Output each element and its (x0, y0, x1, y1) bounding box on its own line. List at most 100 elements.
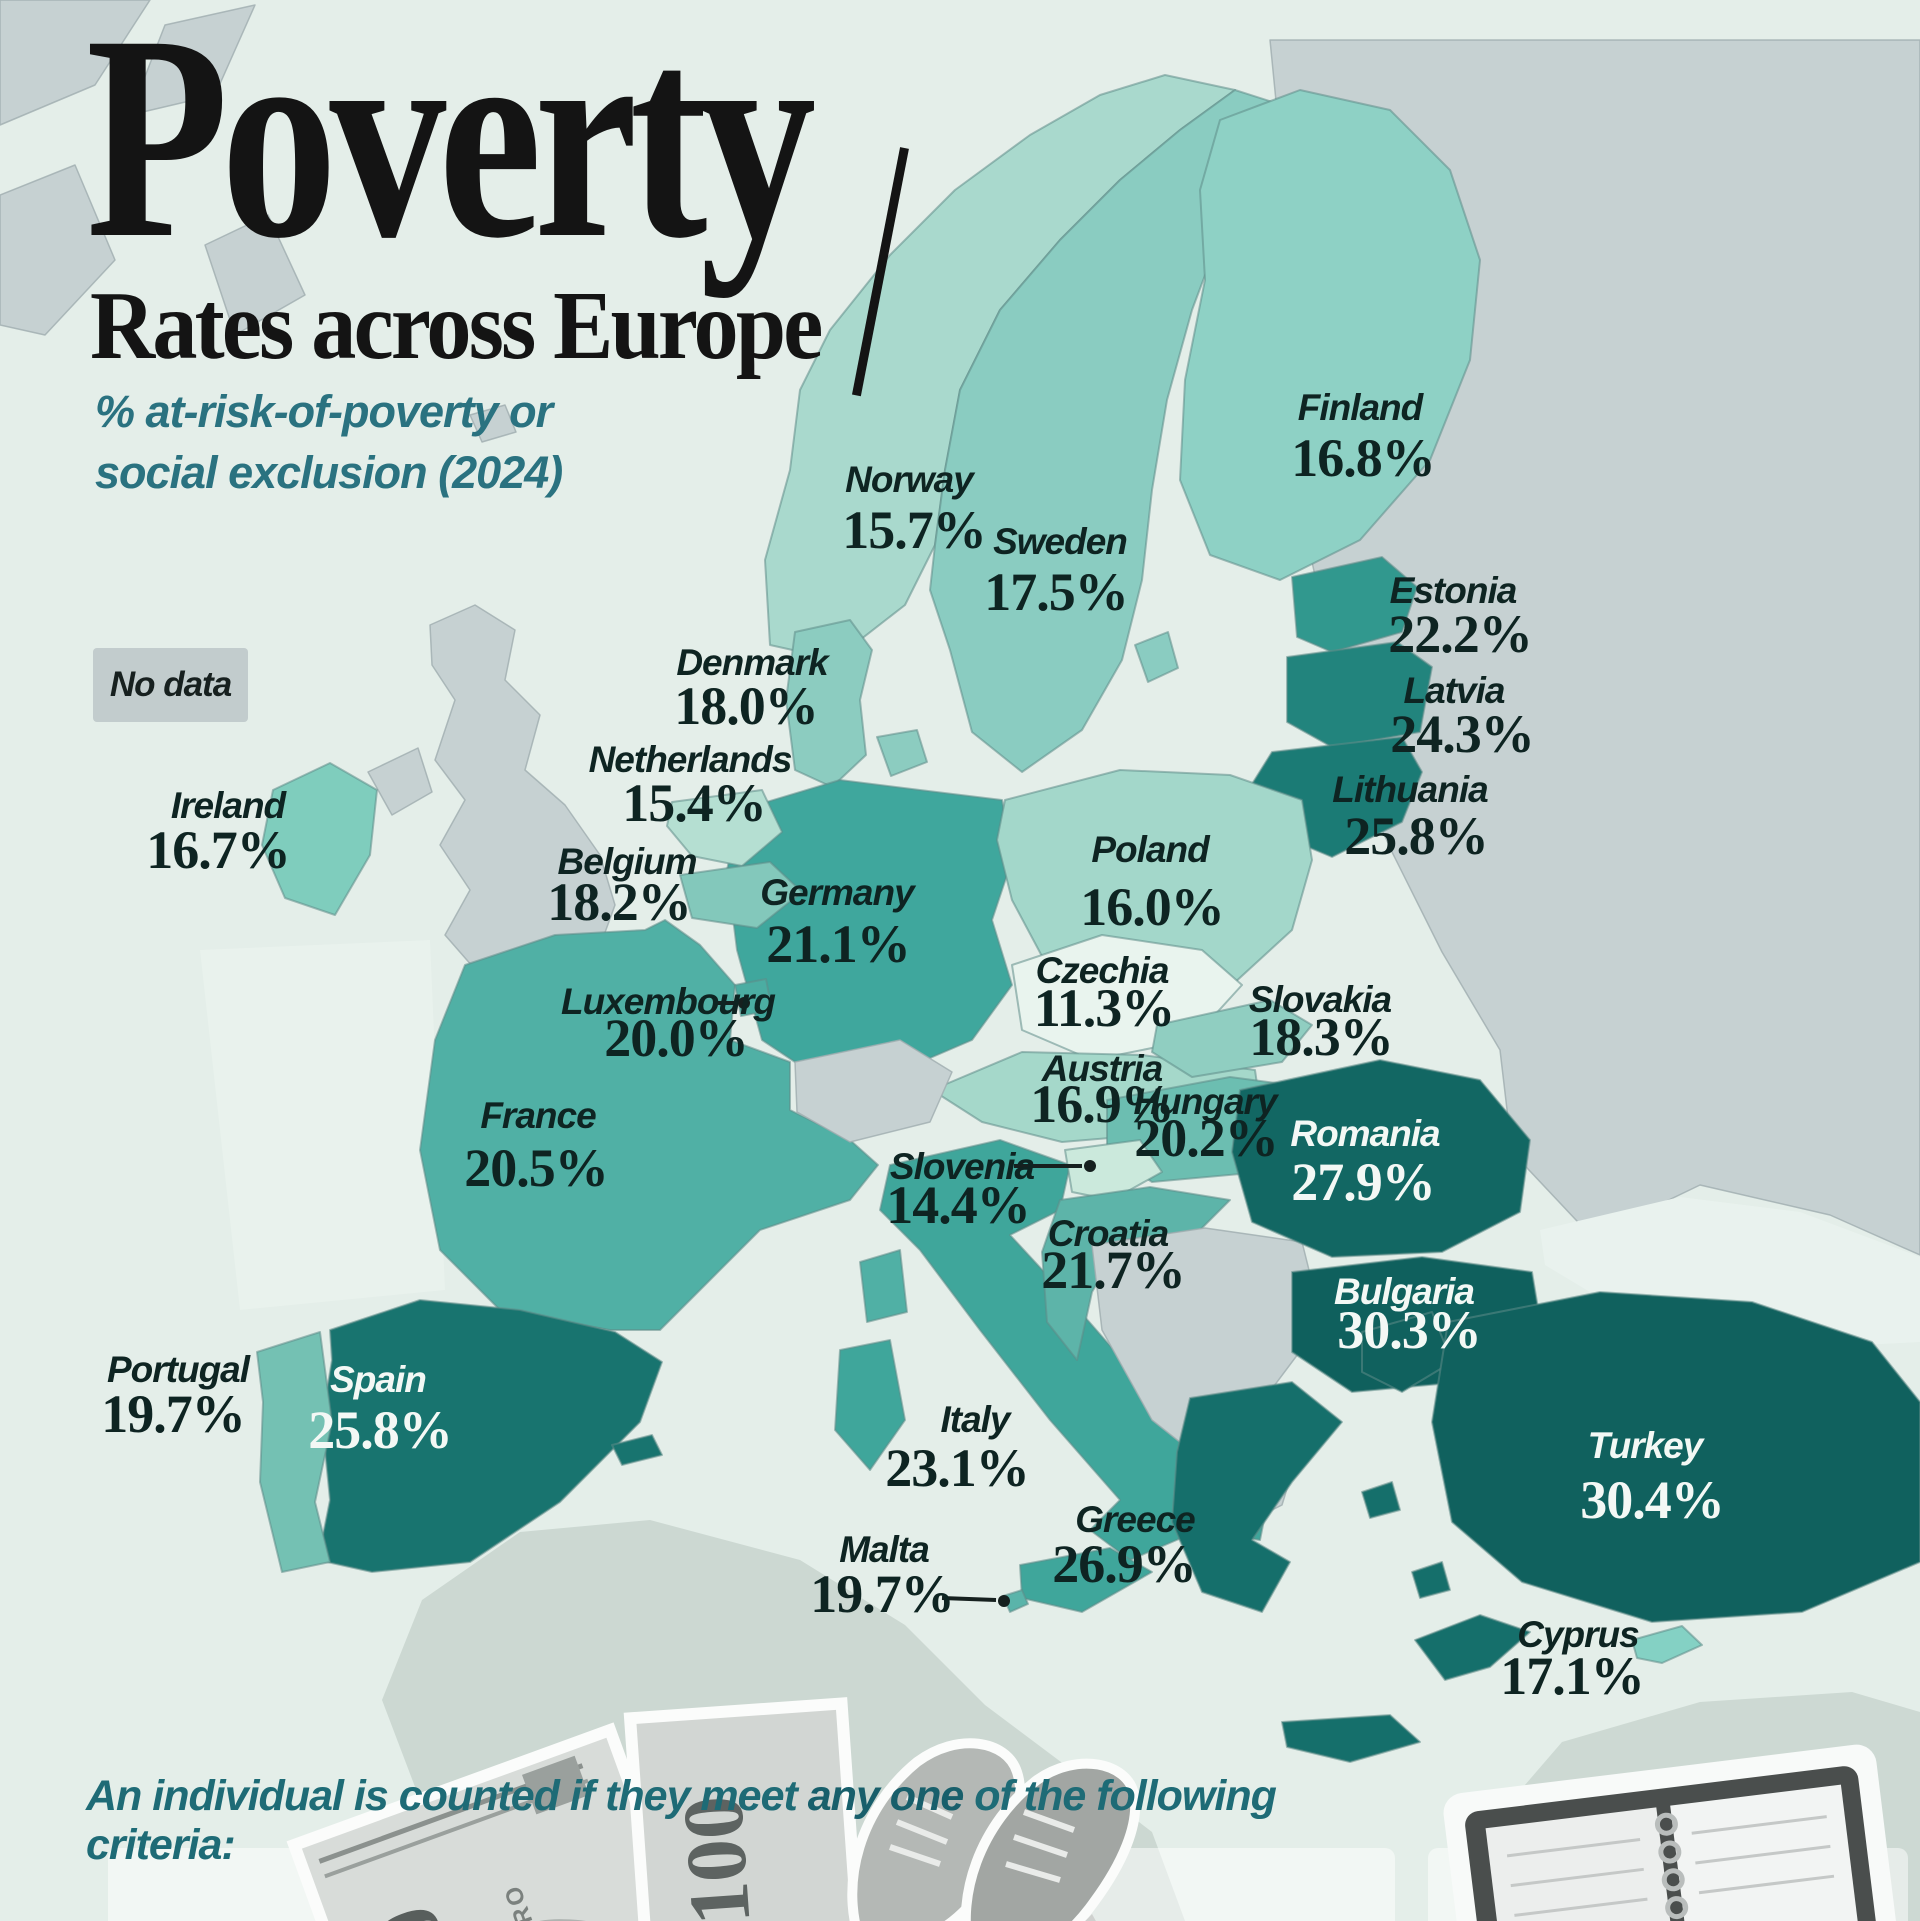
svg-text:20.5%: 20.5% (464, 1138, 608, 1198)
faroe-islands (469, 404, 517, 443)
svg-text:18.2%: 18.2% (547, 872, 691, 932)
country-label-netherlands: Netherlands 15.4% (589, 739, 793, 833)
country-shape-slovenia (1064, 1139, 1163, 1201)
country-shape-latvia (1286, 641, 1433, 748)
euro-banknote-photo: 100 100 EURO (286, 1697, 864, 1921)
country-shape-denmark (785, 619, 873, 788)
country-label-hungary: Hungary 20.2% (1133, 1081, 1281, 1168)
svg-text:Greece: Greece (1075, 1499, 1195, 1540)
svg-text:Luxembourg: Luxembourg (561, 981, 775, 1022)
country-label-romania: Romania 27.9% (1290, 1113, 1441, 1212)
svg-text:Germany: Germany (760, 872, 917, 913)
svg-text:Estonia: Estonia (1390, 570, 1517, 611)
criteria-suffix: of the following criteria: (86, 1772, 1277, 1869)
svg-text:Croatia: Croatia (1048, 1213, 1169, 1254)
country-label-ireland: Ireland 16.7% (146, 785, 291, 880)
notebook-page-lines (1506, 1815, 1835, 1917)
denmark-islands (876, 729, 928, 777)
country-label-slovakia: Slovakia 18.3% (1249, 979, 1394, 1067)
land-decor-nw2 (129, 4, 256, 116)
country-label-poland: Poland 16.0% (1080, 829, 1225, 937)
gotland-island (1134, 631, 1179, 683)
country-label-slovenia: Slovenia 14.4% (886, 1146, 1035, 1235)
svg-text:Slovakia: Slovakia (1249, 979, 1392, 1020)
land-decor-nw3 (0, 164, 116, 336)
country-label-spain: Spain 25.8% (308, 1359, 453, 1460)
country-shape-romania (1231, 1059, 1531, 1258)
criteria-prefix: An individual is counted if they meet (86, 1772, 808, 1820)
malta-callout-line (941, 1596, 997, 1602)
black-sea (1540, 1197, 1920, 1347)
country-label-bulgaria: Bulgaria 30.3% (1334, 1271, 1482, 1360)
country-shape-germany (726, 779, 1013, 1081)
svg-text:27.9%: 27.9% (1291, 1152, 1435, 1212)
banknote-right-half (623, 1697, 864, 1921)
svg-text:Austria: Austria (1041, 1048, 1163, 1089)
criteria-sentence: An individual is counted if they meet an… (86, 1772, 1286, 1870)
country-shape-france (419, 919, 879, 1331)
svg-text:25.8%: 25.8% (1344, 806, 1488, 866)
banknote-hologram (522, 1755, 589, 1815)
right-shoe-sole (1084, 1914, 1096, 1921)
svg-text:14.4%: 14.4% (886, 1175, 1030, 1235)
svg-text:20.2%: 20.2% (1134, 1108, 1278, 1168)
country-shape-poland (996, 769, 1313, 1001)
corsica-island (859, 1249, 908, 1323)
country-shape-belgium (679, 861, 803, 929)
svg-text:Czechia: Czechia (1036, 950, 1169, 991)
svg-text:24.3%: 24.3% (1390, 704, 1534, 764)
page-title: Poverty (86, 0, 816, 299)
svg-text:15.4%: 15.4% (622, 773, 766, 833)
country-shape-greece (1171, 1381, 1343, 1613)
svg-text:Lithuania: Lithuania (1332, 769, 1488, 810)
svg-text:Netherlands: Netherlands (589, 739, 792, 780)
svg-text:Latvia: Latvia (1404, 670, 1505, 711)
svg-text:30.4%: 30.4% (1580, 1470, 1724, 1530)
notebook-rings (1654, 1812, 1689, 1920)
country-label-greece: Greece 26.9% (1052, 1499, 1197, 1594)
svg-text:Bulgaria: Bulgaria (1334, 1271, 1474, 1312)
svg-text:Cyprus: Cyprus (1517, 1614, 1639, 1655)
slovenia-callout-dot (1084, 1160, 1096, 1172)
svg-text:Portugal: Portugal (107, 1349, 251, 1390)
svg-text:Italy: Italy (940, 1399, 1012, 1440)
country-label-finland: Finland 16.8% (1291, 387, 1436, 488)
east-med-island (1414, 1614, 1531, 1681)
svg-text:16.7%: 16.7% (146, 820, 290, 880)
svg-text:20.0%: 20.0% (604, 1008, 748, 1068)
country-label-italy: Italy 23.1% (885, 1399, 1030, 1498)
svg-text:Finland: Finland (1298, 387, 1425, 428)
svg-text:22.2%: 22.2% (1388, 604, 1532, 664)
country-label-lithuania: Lithuania 25.8% (1332, 769, 1489, 866)
land-decor-nw4 (204, 214, 306, 336)
country-label-belgium: Belgium 18.2% (547, 841, 697, 932)
shoes-photo (847, 1738, 1141, 1921)
svg-text:16.9%: 16.9% (1030, 1074, 1174, 1134)
svg-text:16.0%: 16.0% (1080, 877, 1224, 937)
country-shape-estonia (1291, 556, 1418, 653)
svg-text:Romania: Romania (1290, 1113, 1440, 1154)
svg-text:Turkey: Turkey (1588, 1425, 1706, 1466)
sardinia-island (834, 1339, 906, 1471)
balearic-islands (611, 1434, 663, 1466)
svg-text:30.3%: 30.3% (1337, 1300, 1481, 1360)
svg-text:19.7%: 19.7% (101, 1384, 245, 1444)
country-label-malta: Malta 19.7% (810, 1529, 955, 1624)
no-data-legend-chip: No data (93, 648, 248, 722)
country-label-sweden: Sweden 17.5% (984, 521, 1129, 622)
svg-text:17.1%: 17.1% (1500, 1646, 1644, 1706)
svg-text:18.0%: 18.0% (674, 676, 818, 736)
malta-callout-dot (998, 1595, 1010, 1607)
switzerland-noData (794, 1039, 953, 1143)
right-shoe (960, 1758, 1141, 1921)
map-description: % at-risk-of-poverty or social exclusion… (95, 382, 563, 504)
svg-text:Ireland: Ireland (171, 785, 288, 826)
country-label-turkey: Turkey 30.4% (1580, 1425, 1725, 1530)
country-label-norway: Norway 15.7% (842, 459, 987, 560)
criteria-bold: any one (807, 1772, 964, 1820)
country-label-denmark: Denmark 18.0% (674, 642, 832, 736)
map-description-line2: social exclusion (2024) (95, 446, 563, 498)
svg-text:Belgium: Belgium (558, 841, 697, 882)
